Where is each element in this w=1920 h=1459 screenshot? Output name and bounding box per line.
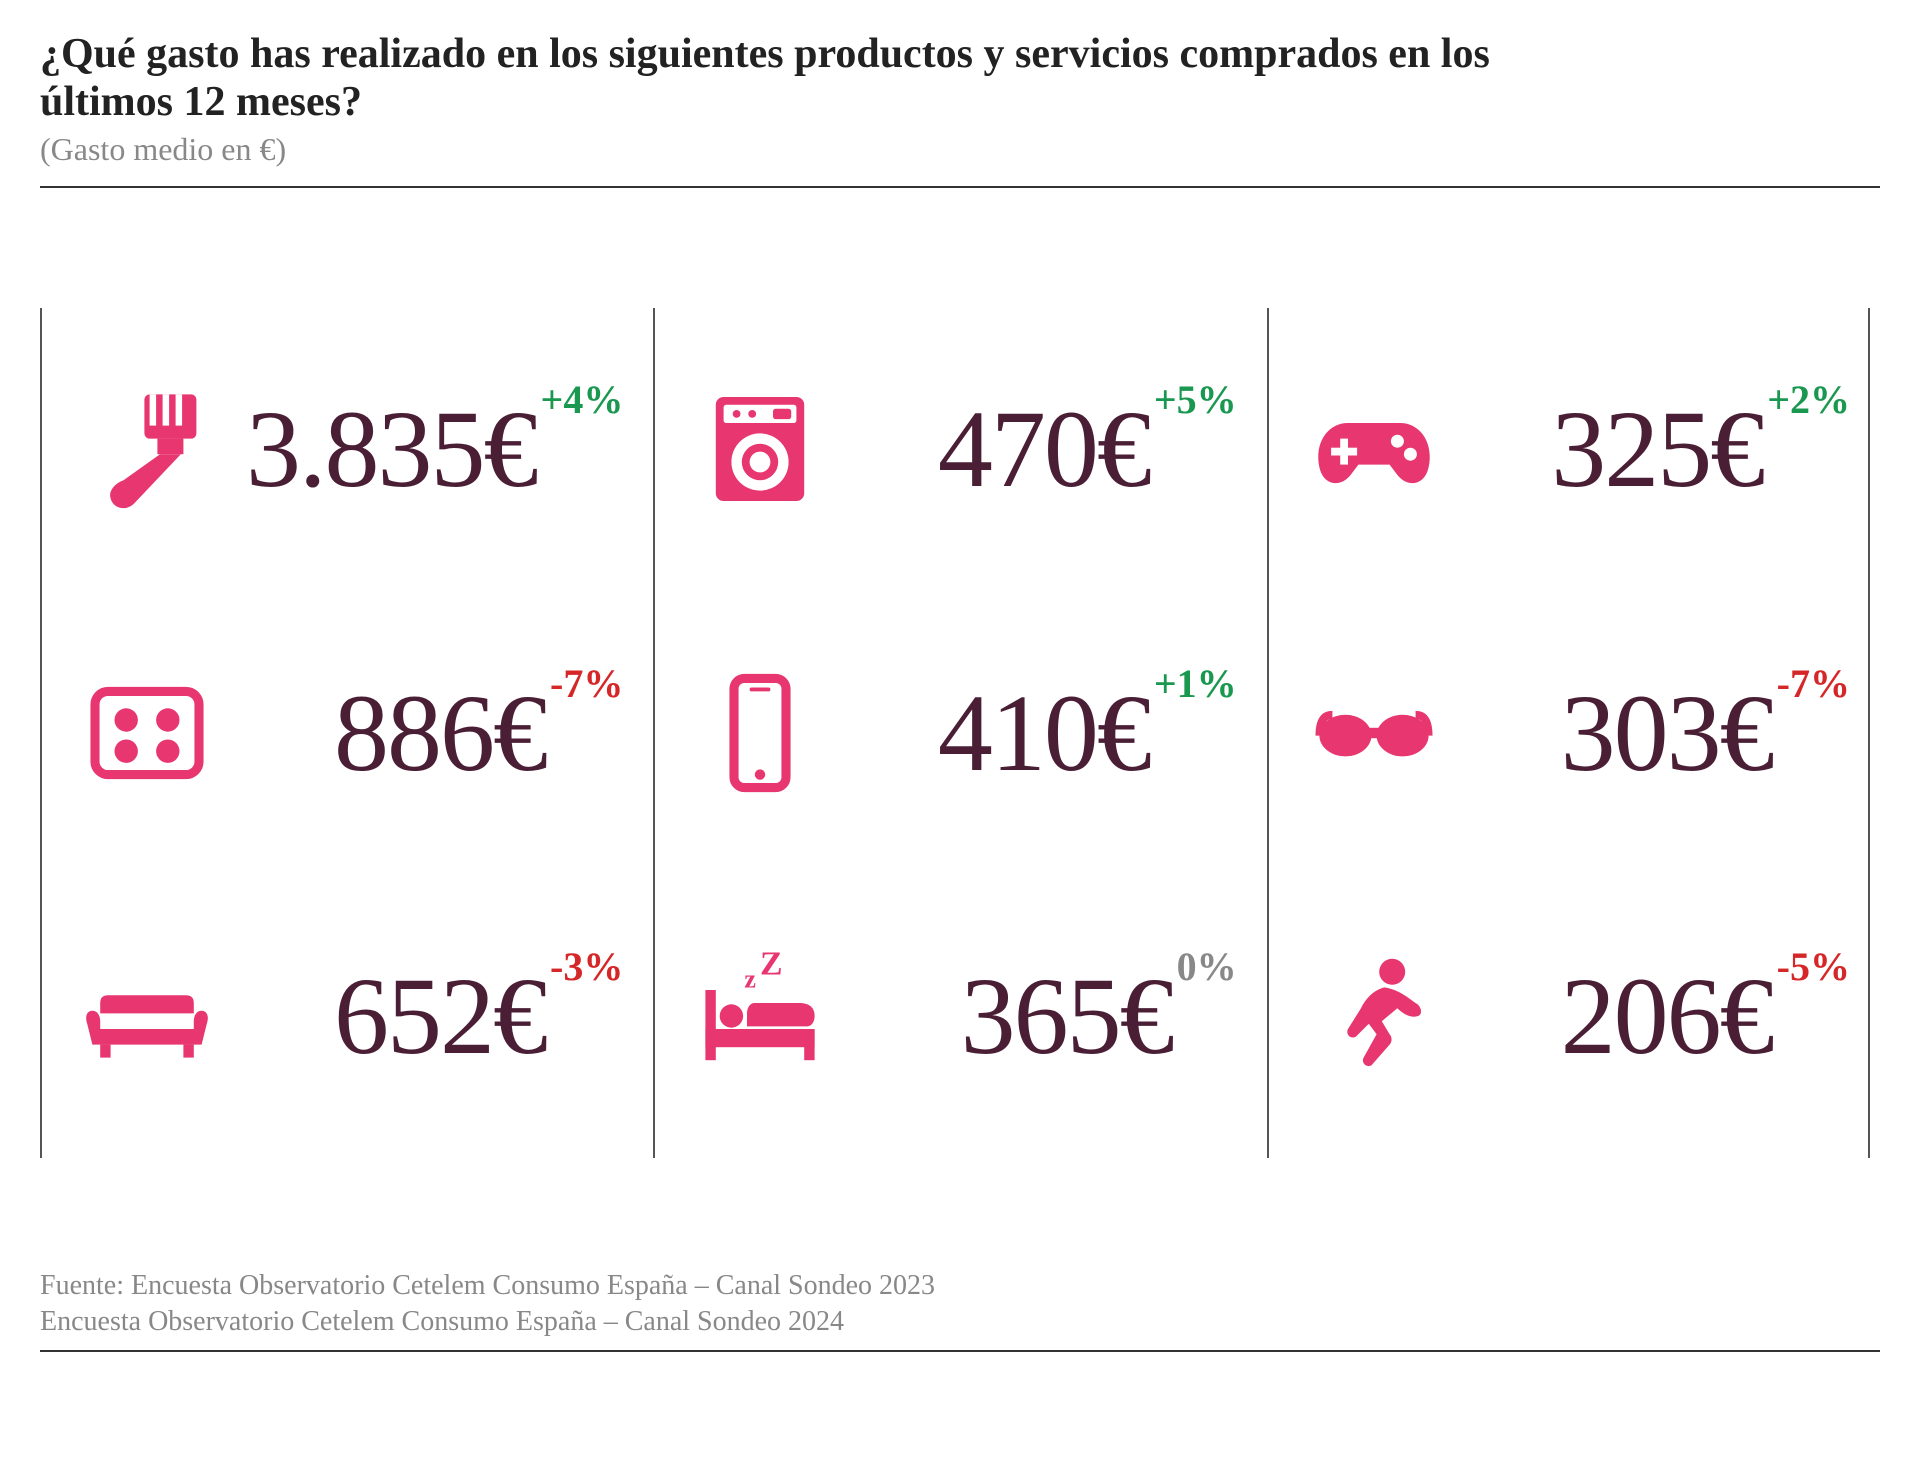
- amount-value: 206€: [1561, 961, 1773, 1071]
- sunglasses-icon: [1309, 668, 1439, 798]
- footer-line-1: Fuente: Encuesta Observatorio Cetelem Co…: [40, 1268, 1880, 1304]
- value-wrap: 206€ -5%: [1439, 961, 1850, 1071]
- cell-sunglasses: 303€ -7%: [1267, 591, 1880, 874]
- page-subtitle: (Gasto medio en €): [40, 131, 1880, 168]
- amount-value: 410€: [938, 678, 1150, 788]
- value-wrap: 3.835€ +4%: [212, 394, 623, 504]
- cell-sofa: 652€ -3%: [40, 874, 653, 1157]
- cell-runner: 206€ -5%: [1267, 874, 1880, 1157]
- pct-value: +1%: [1154, 660, 1237, 707]
- cell-cooktop: 886€ -7%: [40, 591, 653, 874]
- cooktop-icon: [82, 668, 212, 798]
- amount-value: 325€: [1551, 394, 1763, 504]
- cell-smartphone: 410€ +1%: [653, 591, 1266, 874]
- smartphone-icon: [695, 668, 825, 798]
- footer-block: Fuente: Encuesta Observatorio Cetelem Co…: [40, 1268, 1880, 1353]
- washing-machine-icon: [695, 384, 825, 514]
- svg-text:Z: Z: [760, 951, 783, 982]
- cell-paintbrush: 3.835€ +4%: [40, 308, 653, 591]
- value-wrap: 470€ +5%: [825, 394, 1236, 504]
- value-wrap: 303€ -7%: [1439, 678, 1850, 788]
- amount-value: 3.835€: [246, 394, 537, 504]
- cell-bed-sleep: zZ 365€ 0%: [653, 874, 1266, 1157]
- pct-value: +2%: [1767, 376, 1850, 423]
- pct-value: -5%: [1777, 943, 1850, 990]
- value-wrap: 365€ 0%: [825, 961, 1236, 1071]
- pct-value: -7%: [550, 660, 623, 707]
- game-controller-icon: [1309, 384, 1439, 514]
- amount-value: 652€: [334, 961, 546, 1071]
- pct-value: +4%: [541, 376, 624, 423]
- value-wrap: 652€ -3%: [212, 961, 623, 1071]
- pct-value: +5%: [1154, 376, 1237, 423]
- amount-value: 365€: [961, 961, 1173, 1071]
- cell-game-controller: 325€ +2%: [1267, 308, 1880, 591]
- sofa-icon: [82, 951, 212, 1081]
- footer-line-2: Encuesta Observatorio Cetelem Consumo Es…: [40, 1304, 1880, 1340]
- pct-value: 0%: [1177, 943, 1237, 990]
- pct-value: -3%: [550, 943, 623, 990]
- amount-value: 303€: [1561, 678, 1773, 788]
- svg-text:z: z: [745, 964, 757, 993]
- runner-icon: [1309, 951, 1439, 1081]
- header-block: ¿Qué gasto has realizado en los siguient…: [40, 30, 1880, 188]
- page-title: ¿Qué gasto has realizado en los siguient…: [40, 30, 1560, 127]
- value-wrap: 410€ +1%: [825, 678, 1236, 788]
- bed-sleep-icon: zZ: [695, 951, 825, 1081]
- amount-value: 886€: [334, 678, 546, 788]
- paintbrush-icon: [82, 384, 212, 514]
- value-wrap: 886€ -7%: [212, 678, 623, 788]
- infographic-grid: 3.835€ +4% 470€ +5% 325€ +2% 886€ -7%: [40, 308, 1880, 1158]
- amount-value: 470€: [938, 394, 1150, 504]
- pct-value: -7%: [1777, 660, 1850, 707]
- value-wrap: 325€ +2%: [1439, 394, 1850, 504]
- cell-washing-machine: 470€ +5%: [653, 308, 1266, 591]
